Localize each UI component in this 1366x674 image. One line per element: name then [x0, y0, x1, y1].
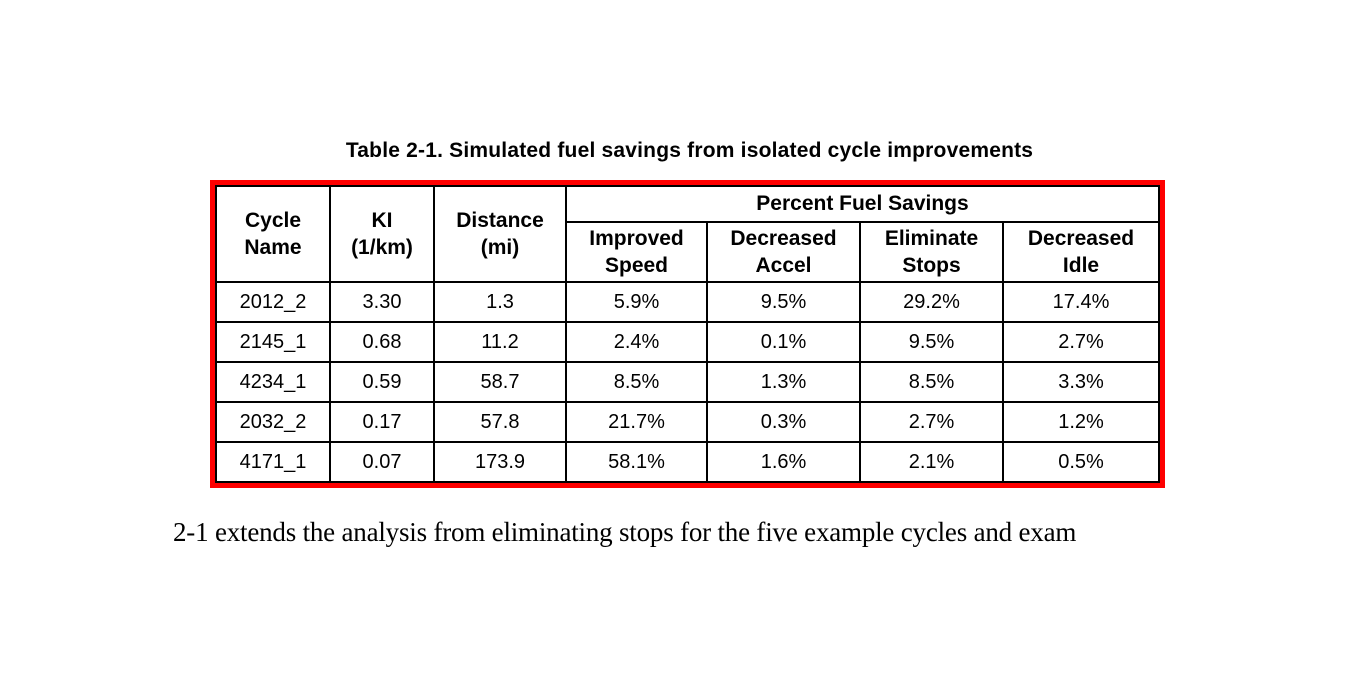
table-row: 2032_2 0.17 57.8 21.7% 0.3% 2.7% 1.2%	[215, 401, 1160, 443]
header-percent-fuel-savings: Percent Fuel Savings	[565, 185, 1160, 223]
cell-improved-speed: 58.1%	[565, 441, 708, 483]
cell-improved-speed: 5.9%	[565, 281, 708, 323]
cell-ki: 3.30	[329, 281, 435, 323]
cell-decreased-idle: 17.4%	[1002, 281, 1160, 323]
cell-improved-speed: 8.5%	[565, 361, 708, 403]
cell-ki: 0.17	[329, 401, 435, 443]
cell-eliminate-stops: 29.2%	[859, 281, 1004, 323]
table-row: 4171_1 0.07 173.9 58.1% 1.6% 2.1% 0.5%	[215, 441, 1160, 483]
cell-cycle-name: 4171_1	[215, 441, 331, 483]
header-decreased-accel: Decreased Accel	[706, 221, 861, 283]
cell-ki: 0.68	[329, 321, 435, 363]
cell-distance: 57.8	[433, 401, 567, 443]
table-caption: Table 2-1. Simulated fuel savings from i…	[345, 139, 1034, 162]
cell-cycle-name: 2145_1	[215, 321, 331, 363]
cell-decreased-accel: 1.6%	[706, 441, 861, 483]
table-row: 2012_2 3.30 1.3 5.9% 9.5% 29.2% 17.4%	[215, 281, 1160, 323]
table-row: 2145_1 0.68 11.2 2.4% 0.1% 9.5% 2.7%	[215, 321, 1160, 363]
cell-distance: 58.7	[433, 361, 567, 403]
cell-eliminate-stops: 2.1%	[859, 441, 1004, 483]
cell-decreased-idle: 1.2%	[1002, 401, 1160, 443]
cell-decreased-idle: 3.3%	[1002, 361, 1160, 403]
header-decreased-idle: Decreased Idle	[1002, 221, 1160, 283]
cell-cycle-name: 2012_2	[215, 281, 331, 323]
header-improved-speed: Improved Speed	[565, 221, 708, 283]
cell-decreased-idle: 0.5%	[1002, 441, 1160, 483]
cell-decreased-accel: 0.1%	[706, 321, 861, 363]
table-row: 4234_1 0.59 58.7 8.5% 1.3% 8.5% 3.3%	[215, 361, 1160, 403]
fuel-savings-table: Cycle Name KI (1/km) Distance (mi) Perce…	[215, 185, 1160, 483]
cell-eliminate-stops: 2.7%	[859, 401, 1004, 443]
cell-cycle-name: 2032_2	[215, 401, 331, 443]
header-ki: KI (1/km)	[329, 185, 435, 283]
cell-distance: 1.3	[433, 281, 567, 323]
cell-ki: 0.07	[329, 441, 435, 483]
header-cycle-name: Cycle Name	[215, 185, 331, 283]
cell-improved-speed: 2.4%	[565, 321, 708, 363]
cell-ki: 0.59	[329, 361, 435, 403]
cell-decreased-idle: 2.7%	[1002, 321, 1160, 363]
header-distance: Distance (mi)	[433, 185, 567, 283]
cell-eliminate-stops: 9.5%	[859, 321, 1004, 363]
cell-distance: 173.9	[433, 441, 567, 483]
red-annotation-border: Cycle Name KI (1/km) Distance (mi) Perce…	[210, 180, 1165, 488]
body-text: 2-1 extends the analysis from eliminatin…	[173, 517, 1077, 547]
table-header-row-2: Improved Speed Decreased Accel Eliminate…	[216, 221, 1160, 283]
header-eliminate-stops: Eliminate Stops	[859, 221, 1004, 283]
cell-distance: 11.2	[433, 321, 567, 363]
cell-eliminate-stops: 8.5%	[859, 361, 1004, 403]
cell-cycle-name: 4234_1	[215, 361, 331, 403]
table-header-row-1: Cycle Name KI (1/km) Distance (mi) Perce…	[215, 185, 1160, 283]
cell-decreased-accel: 0.3%	[706, 401, 861, 443]
cell-decreased-accel: 9.5%	[706, 281, 861, 323]
cell-improved-speed: 21.7%	[565, 401, 708, 443]
cell-decreased-accel: 1.3%	[706, 361, 861, 403]
